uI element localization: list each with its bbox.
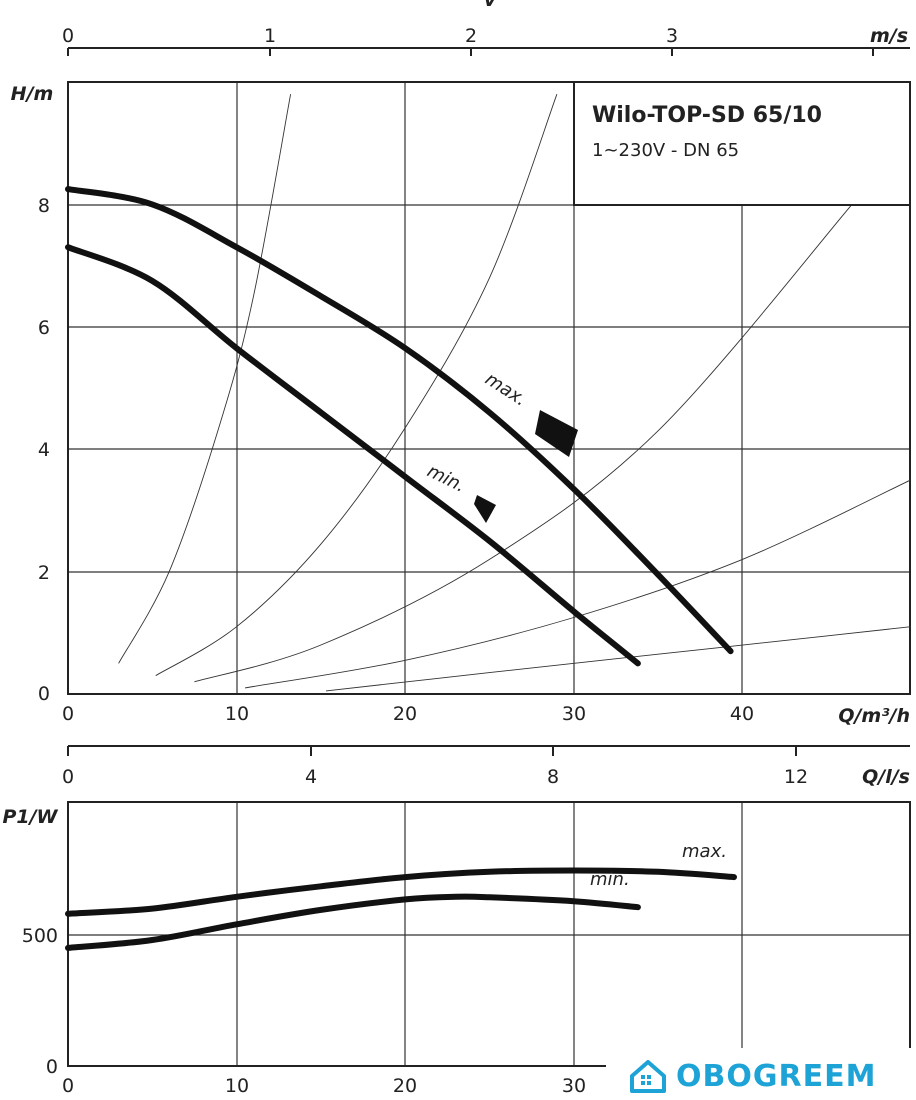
flow-tick-label: 20 <box>393 703 417 725</box>
power-x-axis: 0 10 20 30 <box>62 1075 586 1097</box>
system-curve-5 <box>325 626 912 692</box>
power-curve-min <box>65 893 641 951</box>
system-curves <box>118 94 912 692</box>
head-tick-label: 6 <box>38 317 50 339</box>
head-curve-min <box>65 244 641 667</box>
title-box: Wilo-TOP-SD 65/10 1~230V - DN 65 <box>573 81 911 206</box>
head-tick-label: 0 <box>38 683 50 705</box>
flow-ls-tick-label: 4 <box>305 766 317 788</box>
flow-tick-label: 10 <box>225 703 249 725</box>
head-tick-label: 4 <box>38 439 50 461</box>
power-max-label: max. <box>682 841 727 862</box>
power-x-tick-label: 20 <box>393 1075 417 1097</box>
power-curves <box>65 867 737 951</box>
max-curve-label: max. <box>481 369 530 411</box>
head-y-axis: H/m 0 2 4 6 8 <box>11 83 54 705</box>
flow-ls-axis-label: Q/l/s <box>862 766 910 788</box>
velocity-axis-letter: v <box>484 0 497 11</box>
flow-ls-axis: 0 4 8 12 Q/l/s <box>62 745 910 788</box>
power-curve-max <box>65 867 737 917</box>
power-x-tick-label: 0 <box>62 1075 74 1097</box>
brand-logo: OBOGREEM <box>628 1055 898 1097</box>
chart-subtitle: 1~230V - DN 65 <box>592 140 739 161</box>
flow-axis-label: Q/m³/h <box>838 705 910 727</box>
head-plot-grid <box>67 81 911 695</box>
system-curve-2 <box>155 94 558 676</box>
velocity-tick-label: 1 <box>264 25 276 47</box>
power-x-tick-label: 30 <box>562 1075 586 1097</box>
head-curve-max <box>65 186 734 655</box>
house-icon <box>630 1060 666 1093</box>
flow-ls-tick-label: 8 <box>547 766 559 788</box>
velocity-tick-label: 0 <box>62 25 74 47</box>
flow-ls-tick-label: 0 <box>62 766 74 788</box>
power-tick-label: 0 <box>46 1056 58 1078</box>
system-curve-4 <box>244 479 912 689</box>
logo-text: OBOGREEM <box>676 1058 877 1094</box>
system-curve-3 <box>194 204 853 683</box>
min-curve-label: min. <box>424 461 469 497</box>
velocity-tick-label: 3 <box>666 25 678 47</box>
flow-m3h-axis: 0 10 20 30 40 Q/m³/h <box>62 703 910 727</box>
power-plot-frame <box>67 801 911 1067</box>
power-tick-label: 500 <box>22 925 58 947</box>
power-x-tick-label: 10 <box>225 1075 249 1097</box>
velocity-axis-label: m/s <box>870 25 908 47</box>
min-marker <box>474 495 496 523</box>
max-marker <box>535 410 578 457</box>
power-y-axis: P1/W 0 500 <box>2 806 58 1078</box>
power-min-label: min. <box>590 869 630 890</box>
flow-tick-label: 40 <box>730 703 754 725</box>
power-axis-label: P1/W <box>2 806 58 828</box>
head-plot-frame <box>67 81 911 695</box>
flow-tick-label: 30 <box>562 703 586 725</box>
head-axis-label: H/m <box>11 83 54 105</box>
head-tick-label: 2 <box>38 562 50 584</box>
title-box-frame <box>573 81 911 206</box>
flow-ls-tick-label: 12 <box>784 766 808 788</box>
power-plot-grid <box>67 801 911 1067</box>
system-curve-1 <box>118 94 292 664</box>
chart-title: Wilo-TOP-SD 65/10 <box>592 103 822 128</box>
head-tick-label: 8 <box>38 195 50 217</box>
flow-tick-label: 0 <box>62 703 74 725</box>
velocity-tick-label: 2 <box>465 25 477 47</box>
head-curves <box>65 186 734 667</box>
velocity-axis: 0 1 2 3 m/s v <box>62 0 910 56</box>
